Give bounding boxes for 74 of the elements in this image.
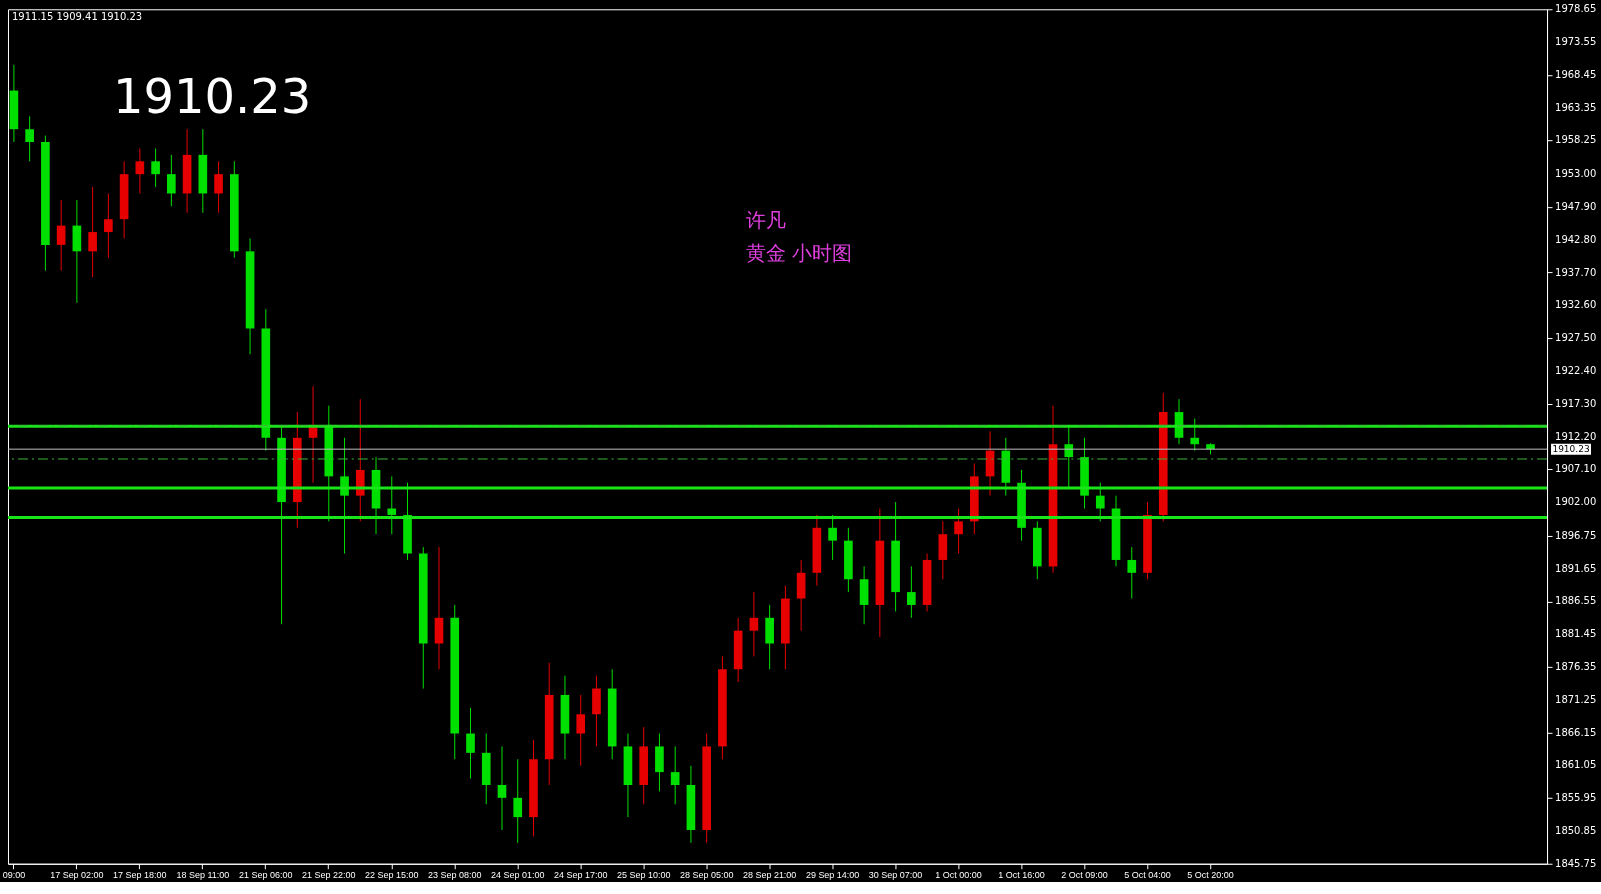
- candlestick: [214, 160, 223, 214]
- candlestick: [670, 745, 680, 805]
- candlestick: [907, 565, 916, 619]
- x-tick-label: 25 Sep 10:00: [616, 870, 671, 881]
- candlestick: [25, 115, 34, 162]
- candlestick: [88, 186, 97, 278]
- y-tick-label: 1937.70: [1555, 266, 1597, 278]
- annotation: 许凡: [745, 208, 786, 233]
- candlestick: [497, 745, 507, 831]
- y-tick-label: 1861.05: [1555, 759, 1597, 771]
- x-tick-label: 5 Oct 20:00: [1187, 870, 1234, 881]
- candlestick: [340, 437, 349, 555]
- y-tick-label: 1907.10: [1555, 463, 1597, 475]
- y-tick-label: 1953.00: [1555, 168, 1597, 180]
- y-tick-label: 1958.25: [1555, 134, 1597, 146]
- x-tick-label: 17 Sep 02:00: [50, 870, 104, 881]
- y-tick-label: 1876.35: [1555, 660, 1597, 672]
- x-tick-label: 28 Sep 21:00: [742, 870, 797, 881]
- y-tick-label: 1845.75: [1555, 857, 1597, 869]
- annotation: 1910.23: [112, 68, 312, 125]
- y-tick-label: 1871.25: [1555, 693, 1597, 705]
- x-tick-label: 17 Sep 18:00: [113, 870, 167, 881]
- x-tick-label: 29 Sep 14:00: [805, 870, 860, 881]
- y-tick-label: 1896.75: [1555, 529, 1597, 541]
- candlestick: [167, 154, 176, 207]
- y-tick-label: 1912.20: [1555, 430, 1597, 442]
- y-tick-label: 1942.80: [1555, 233, 1597, 245]
- x-tick-label: 18 Sep 11:00: [176, 870, 230, 881]
- x-tick-label: 23 Sep 08:00: [428, 870, 482, 881]
- y-tick-label: 1881.45: [1555, 628, 1597, 640]
- candlestick: [1190, 418, 1200, 452]
- x-tick-label: 24 Sep 17:00: [553, 870, 608, 881]
- y-tick-label: 1922.40: [1555, 364, 1597, 376]
- candlestick: [1095, 482, 1105, 522]
- y-tick-label: 1855.95: [1555, 792, 1597, 804]
- x-tick-label: 2 Oct 09:00: [1061, 870, 1108, 881]
- x-tick-label: 09:00: [2, 870, 26, 881]
- y-tick-label: 1932.60: [1555, 299, 1597, 311]
- candlestick: [135, 147, 145, 194]
- x-tick-label: 21 Sep 06:00: [239, 870, 293, 881]
- x-tick-label: 5 Oct 04:00: [1124, 870, 1171, 881]
- x-tick-label: 28 Sep 05:00: [679, 870, 734, 881]
- y-tick-label: 1917.30: [1555, 397, 1597, 409]
- y-tick-label: 1947.90: [1555, 200, 1597, 212]
- y-tick-label: 1963.35: [1555, 101, 1597, 113]
- annotation: 黄金 小时图: [745, 241, 852, 266]
- y-tick-label: 1866.15: [1555, 726, 1597, 738]
- candlestick: [1127, 546, 1137, 600]
- y-tick-label: 1850.85: [1555, 824, 1597, 836]
- candlestick: [954, 508, 963, 555]
- x-tick-label: 1 Oct 16:00: [998, 870, 1045, 881]
- y-tick-label: 1891.65: [1555, 562, 1597, 574]
- y-tick-label: 1973.55: [1555, 36, 1597, 48]
- candlestick: [104, 192, 113, 259]
- y-tick-label: 1902.00: [1555, 496, 1597, 508]
- y-tick-label: 1968.45: [1555, 68, 1597, 80]
- y-tick-label: 1886.55: [1555, 595, 1597, 607]
- candlestick: [56, 199, 66, 272]
- annotation: 1911.15 1909.41 1910.23: [11, 11, 143, 23]
- candlestick: [513, 758, 523, 844]
- candlestick: [828, 514, 837, 561]
- y-tick-label: 1927.50: [1555, 332, 1597, 344]
- candlestick: [576, 694, 586, 767]
- x-tick-label: 1 Oct 00:00: [935, 870, 982, 881]
- candlestick: [387, 475, 397, 535]
- candlestick: [749, 591, 759, 657]
- x-tick-label: 21 Sep 22:00: [302, 870, 356, 881]
- x-tick-label: 22 Sep 15:00: [365, 870, 419, 881]
- x-tick-label: 24 Sep 01:00: [490, 870, 545, 881]
- ref-line-label: 1910.23: [1552, 444, 1590, 455]
- candlestick: [466, 707, 475, 780]
- candlestick: [151, 147, 160, 188]
- x-tick-label: 30 Sep 07:00: [868, 870, 923, 881]
- y-tick-label: 1978.65: [1555, 3, 1597, 15]
